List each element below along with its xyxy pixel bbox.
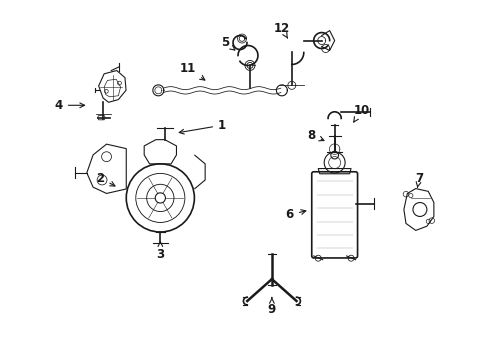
- Text: 2: 2: [97, 171, 115, 186]
- Text: 4: 4: [54, 99, 85, 112]
- Text: 11: 11: [180, 62, 205, 80]
- Text: 1: 1: [179, 119, 226, 134]
- Text: 5: 5: [221, 36, 235, 50]
- Text: 8: 8: [308, 129, 324, 142]
- Text: 3: 3: [156, 242, 164, 261]
- Text: 7: 7: [415, 171, 423, 187]
- Text: 9: 9: [268, 297, 276, 316]
- Text: 6: 6: [286, 208, 306, 221]
- Text: 10: 10: [353, 104, 369, 122]
- Circle shape: [155, 193, 166, 203]
- Text: 12: 12: [274, 22, 290, 38]
